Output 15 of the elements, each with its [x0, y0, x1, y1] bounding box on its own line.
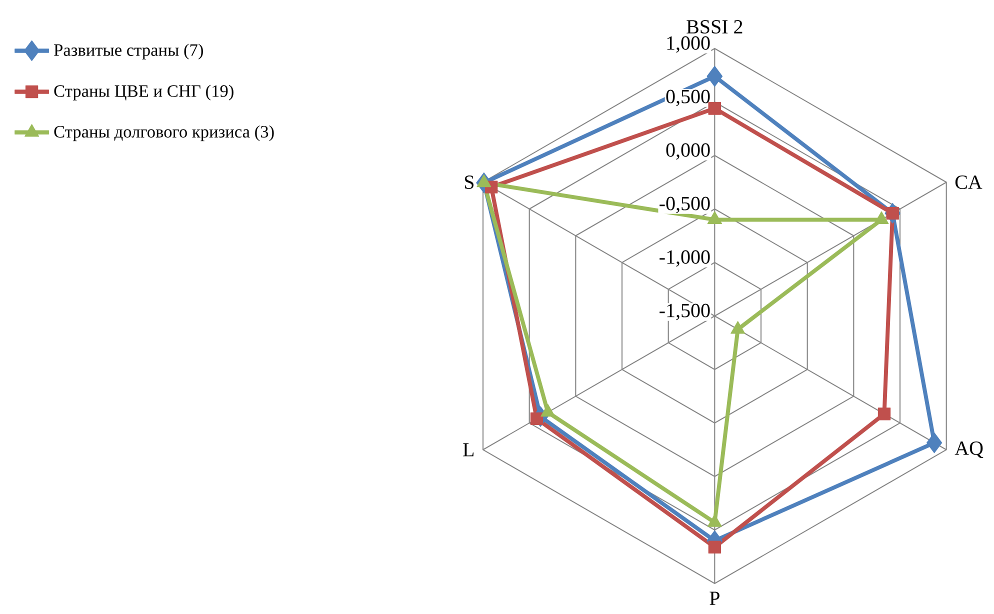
y-tick-label: 0,500 — [666, 90, 710, 106]
y-tick-label: 0,000 — [666, 143, 710, 160]
y-tick-label: 1,000 — [667, 36, 710, 53]
spoke-label: L — [463, 443, 474, 456]
y-tick-label: -1,000 — [660, 250, 710, 267]
y-tick-label: -1,500 — [660, 304, 710, 320]
spoke-label: BSSI 2 — [686, 20, 742, 34]
spoke-label: AQ — [954, 442, 984, 458]
y-tick-label: -0,500 — [660, 196, 710, 214]
legend-label: Развитые страны (7) — [54, 44, 203, 60]
legend-label: Страны ЦВЕ и СНГ (19) — [54, 84, 234, 100]
spoke-label: S — [464, 176, 474, 189]
spoke-label: CA — [955, 176, 982, 189]
legend-label: Страны долгового кризиса (3) — [54, 125, 274, 142]
spoke-label: P — [710, 592, 720, 605]
